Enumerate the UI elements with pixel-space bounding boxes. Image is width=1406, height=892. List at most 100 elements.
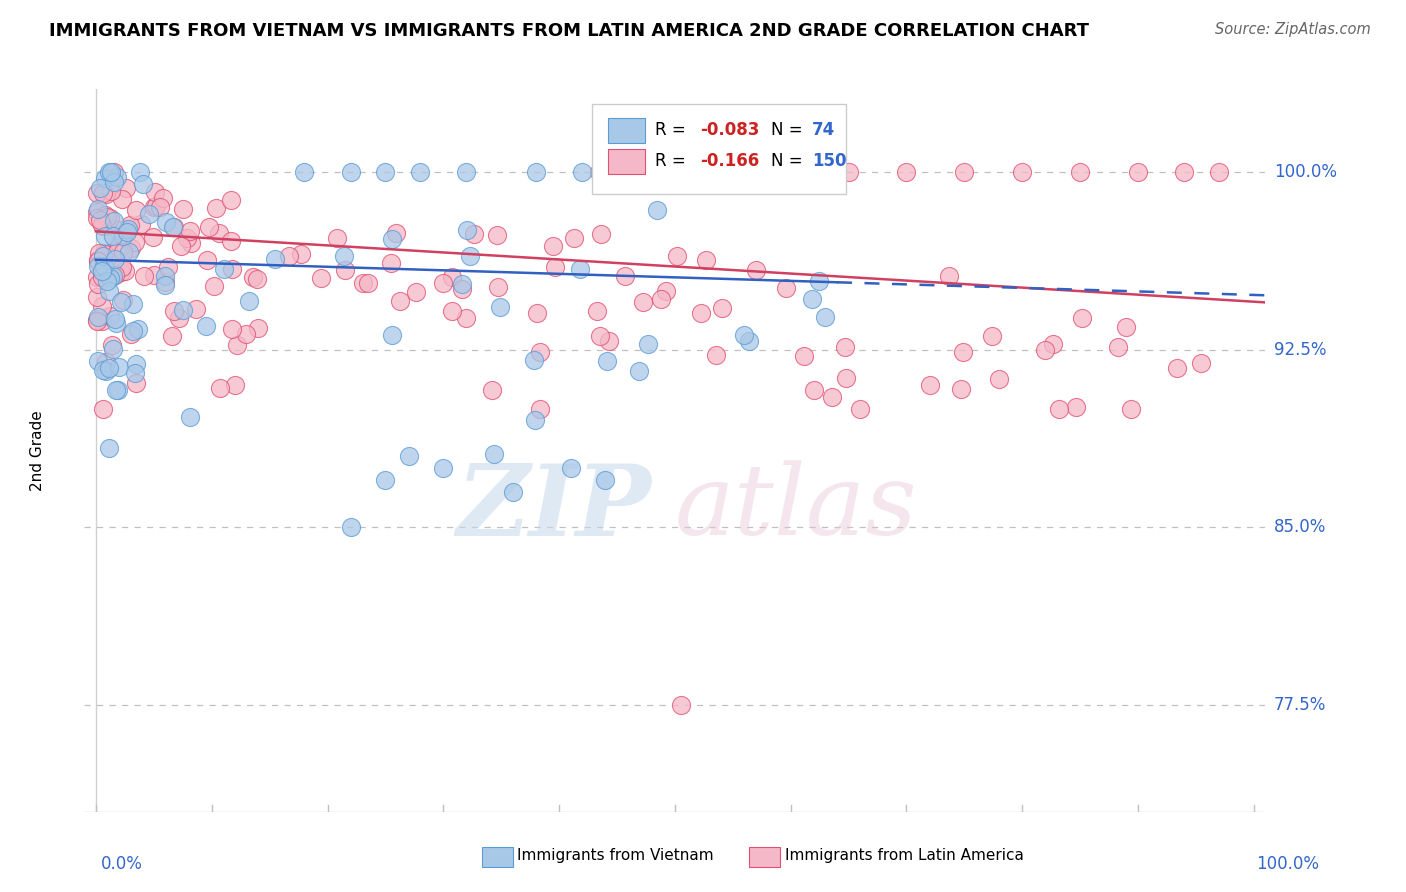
Point: [111, 228, 134, 243]
Point: [86, 290, 108, 304]
Point: [98, 310, 121, 324]
Point: [112, 293, 135, 308]
Point: [94, 247, 117, 261]
Point: [949, 382, 972, 396]
Point: [385, 226, 408, 240]
Point: [1208, 165, 1230, 179]
Point: [219, 234, 242, 248]
Point: [637, 337, 659, 351]
Text: 100.0%: 100.0%: [1256, 855, 1319, 872]
Point: [238, 294, 260, 309]
Text: Source: ZipAtlas.com: Source: ZipAtlas.com: [1215, 22, 1371, 37]
Point: [1047, 402, 1070, 417]
Point: [129, 217, 152, 231]
Point: [103, 214, 125, 228]
Point: [127, 321, 149, 335]
Point: [121, 325, 143, 339]
Point: [93, 259, 115, 273]
Point: [225, 338, 247, 352]
Point: [96, 355, 118, 369]
Point: [374, 473, 396, 487]
Point: [332, 249, 354, 263]
Text: 150: 150: [811, 153, 846, 170]
Point: [589, 328, 612, 343]
Point: [793, 349, 815, 363]
Point: [90, 263, 112, 277]
Point: [153, 276, 176, 290]
Point: [145, 199, 167, 213]
Point: [1011, 165, 1033, 179]
Point: [666, 249, 689, 263]
Point: [208, 226, 231, 240]
Point: [98, 284, 121, 298]
Point: [143, 185, 166, 199]
Point: [221, 322, 243, 336]
FancyBboxPatch shape: [592, 103, 846, 194]
Point: [86, 270, 108, 285]
Point: [246, 271, 269, 285]
Point: [209, 381, 232, 395]
Point: [733, 328, 755, 343]
Point: [91, 249, 114, 263]
Point: [596, 354, 619, 368]
Point: [120, 327, 142, 342]
Point: [86, 205, 108, 219]
Point: [125, 376, 148, 391]
Text: 85.0%: 85.0%: [1274, 518, 1326, 536]
Point: [124, 366, 146, 380]
Point: [94, 364, 117, 378]
Point: [96, 273, 118, 287]
Point: [952, 344, 974, 359]
Point: [202, 278, 225, 293]
Point: [91, 265, 114, 279]
Point: [87, 277, 110, 292]
Point: [848, 402, 870, 417]
Point: [179, 409, 201, 424]
Point: [1042, 336, 1064, 351]
Point: [589, 227, 612, 241]
FancyBboxPatch shape: [607, 149, 645, 174]
Point: [108, 359, 131, 374]
Point: [598, 334, 620, 349]
Point: [118, 245, 141, 260]
Text: N =: N =: [770, 153, 807, 170]
Point: [98, 271, 121, 285]
Text: N =: N =: [770, 121, 807, 139]
Point: [451, 277, 474, 291]
Text: IMMIGRANTS FROM VIETNAM VS IMMIGRANTS FROM LATIN AMERICA 2ND GRADE CORRELATION C: IMMIGRANTS FROM VIETNAM VS IMMIGRANTS FR…: [49, 22, 1090, 40]
Point: [247, 320, 270, 334]
Point: [91, 254, 114, 268]
Point: [585, 304, 607, 318]
Point: [98, 165, 121, 179]
Point: [568, 262, 591, 277]
Point: [107, 383, 129, 397]
Point: [128, 165, 150, 179]
Point: [96, 211, 118, 225]
Point: [458, 249, 481, 263]
Point: [87, 202, 110, 216]
Point: [107, 245, 129, 260]
Point: [409, 165, 432, 179]
Point: [103, 229, 125, 244]
Point: [456, 165, 478, 179]
Point: [110, 265, 132, 279]
Point: [339, 520, 361, 534]
Point: [543, 260, 565, 275]
Point: [669, 698, 692, 712]
Point: [86, 313, 108, 327]
Point: [87, 253, 110, 268]
Text: 0.0%: 0.0%: [101, 855, 143, 872]
Point: [562, 231, 585, 245]
Point: [111, 193, 134, 207]
Point: [91, 186, 114, 200]
Point: [111, 260, 134, 274]
Point: [176, 231, 198, 245]
Point: [290, 247, 312, 261]
Point: [101, 338, 124, 352]
Point: [987, 372, 1010, 386]
Point: [100, 165, 122, 179]
Point: [170, 239, 193, 253]
Point: [205, 201, 228, 215]
Point: [97, 441, 120, 455]
Point: [163, 219, 186, 234]
